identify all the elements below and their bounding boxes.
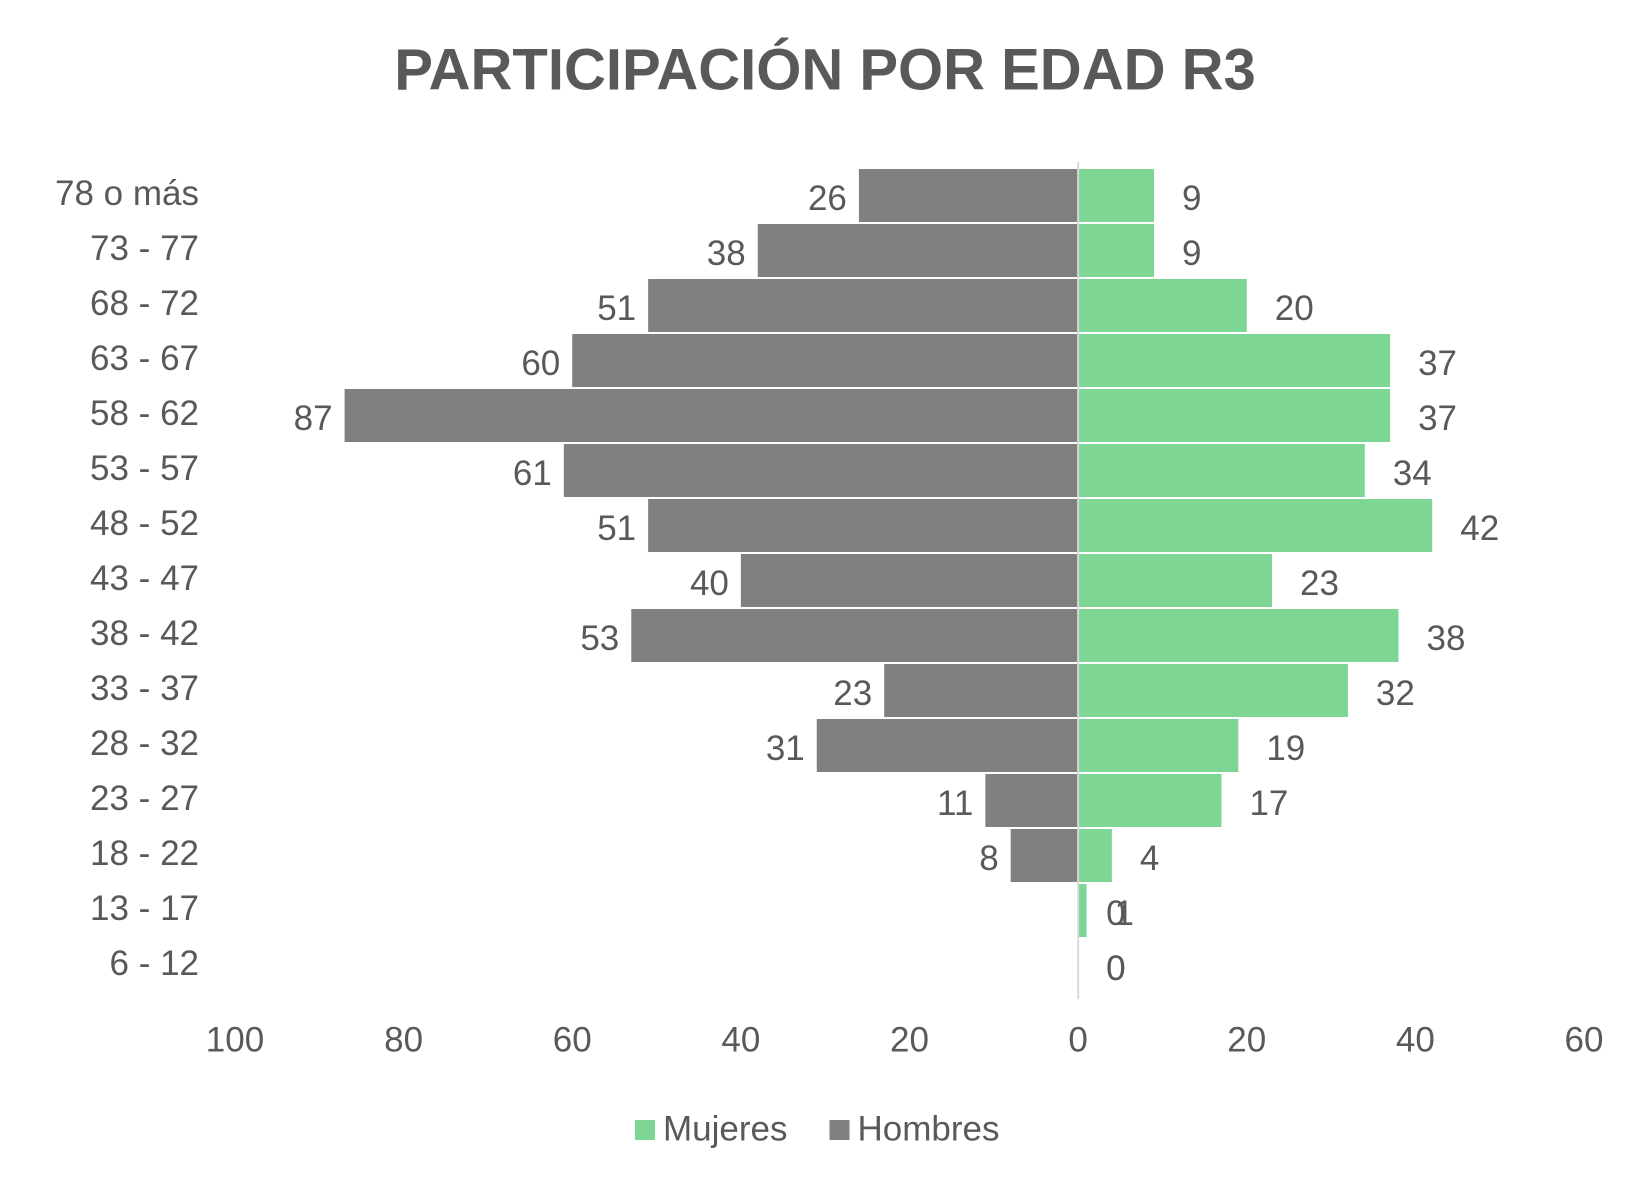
bar xyxy=(572,334,1079,387)
bar xyxy=(1078,719,1239,772)
bar xyxy=(1010,829,1079,882)
data-label: 0 xyxy=(1106,894,1125,933)
y-tick-label: 23 - 27 xyxy=(90,779,199,818)
data-label: 51 xyxy=(597,289,636,328)
bar xyxy=(858,169,1079,222)
bar xyxy=(985,774,1079,827)
bar xyxy=(816,719,1079,772)
bar xyxy=(1078,774,1222,827)
data-label: 53 xyxy=(580,619,619,658)
y-tick-label: 68 - 72 xyxy=(90,284,199,323)
y-tick-label: 73 - 77 xyxy=(90,229,199,268)
y-tick-label: 38 - 42 xyxy=(90,614,199,653)
bar xyxy=(1078,829,1112,882)
bar xyxy=(648,499,1079,552)
legend-label: Mujeres xyxy=(663,1109,787,1148)
bar xyxy=(1078,884,1087,937)
x-tick-label: 20 xyxy=(1227,1020,1266,1059)
data-label: 9 xyxy=(1182,179,1201,218)
legend-swatch xyxy=(635,1120,655,1140)
y-tick-label: 13 - 17 xyxy=(90,889,199,928)
x-tick-label: 80 xyxy=(384,1020,423,1059)
bar xyxy=(1078,279,1247,332)
x-tick-label: 40 xyxy=(1396,1020,1435,1059)
bar xyxy=(648,279,1079,332)
y-tick-label: 63 - 67 xyxy=(90,339,199,378)
data-label: 51 xyxy=(597,509,636,548)
x-tick-label: 60 xyxy=(553,1020,592,1059)
x-tick-label: 60 xyxy=(1565,1020,1604,1059)
y-tick-label: 6 - 12 xyxy=(110,944,200,983)
bar xyxy=(1078,169,1155,222)
data-label: 38 xyxy=(1427,619,1466,658)
y-tick-label: 33 - 37 xyxy=(90,669,199,708)
bar xyxy=(344,389,1079,442)
y-tick-label: 78 o más xyxy=(55,174,199,213)
data-label: 37 xyxy=(1418,399,1457,438)
data-label: 23 xyxy=(1300,564,1339,603)
chart-title: PARTICIPACIÓN POR EDAD R3 xyxy=(394,37,1255,102)
bar xyxy=(757,224,1079,277)
data-label: 32 xyxy=(1376,674,1415,713)
x-tick-label: 100 xyxy=(206,1020,264,1059)
bar xyxy=(1078,444,1365,497)
data-label: 9 xyxy=(1182,234,1201,273)
data-label: 34 xyxy=(1393,454,1432,493)
bar xyxy=(1078,334,1391,387)
data-label: 40 xyxy=(690,564,729,603)
legend-swatch xyxy=(829,1120,850,1140)
data-label: 0 xyxy=(1106,949,1125,988)
y-tick-label: 48 - 52 xyxy=(90,504,199,543)
bar xyxy=(631,609,1079,662)
bar xyxy=(884,664,1079,717)
x-tick-label: 40 xyxy=(721,1020,760,1059)
legend-label: Hombres xyxy=(857,1109,999,1148)
y-tick-label: 53 - 57 xyxy=(90,449,199,488)
data-label: 87 xyxy=(294,399,333,438)
data-label: 4 xyxy=(1140,839,1159,878)
bar xyxy=(563,444,1079,497)
bar xyxy=(1078,664,1348,717)
y-tick-label: 58 - 62 xyxy=(90,394,199,433)
bar xyxy=(1078,389,1391,442)
bar xyxy=(1078,609,1399,662)
data-label: 1 xyxy=(1115,894,1134,933)
y-tick-label: 28 - 32 xyxy=(90,724,199,763)
data-label: 23 xyxy=(833,674,872,713)
x-tick-label: 0 xyxy=(1068,1020,1087,1059)
bar xyxy=(1078,499,1433,552)
data-label: 37 xyxy=(1418,344,1457,383)
data-label: 8 xyxy=(979,839,998,878)
data-label: 17 xyxy=(1249,784,1288,823)
data-label: 26 xyxy=(808,179,847,218)
data-label: 0 xyxy=(1106,949,1125,988)
bar xyxy=(740,554,1079,607)
y-tick-label: 18 - 22 xyxy=(90,834,199,873)
data-label: 42 xyxy=(1460,509,1499,548)
x-tick-label: 20 xyxy=(890,1020,929,1059)
data-label: 20 xyxy=(1275,289,1314,328)
data-label: 61 xyxy=(513,454,552,493)
data-label: 19 xyxy=(1266,729,1305,768)
data-label: 38 xyxy=(707,234,746,273)
bar xyxy=(1078,554,1273,607)
data-label: 60 xyxy=(521,344,560,383)
y-tick-label: 43 - 47 xyxy=(90,559,199,598)
data-label: 11 xyxy=(937,784,973,823)
data-label: 31 xyxy=(766,729,805,768)
bar xyxy=(1078,224,1155,277)
